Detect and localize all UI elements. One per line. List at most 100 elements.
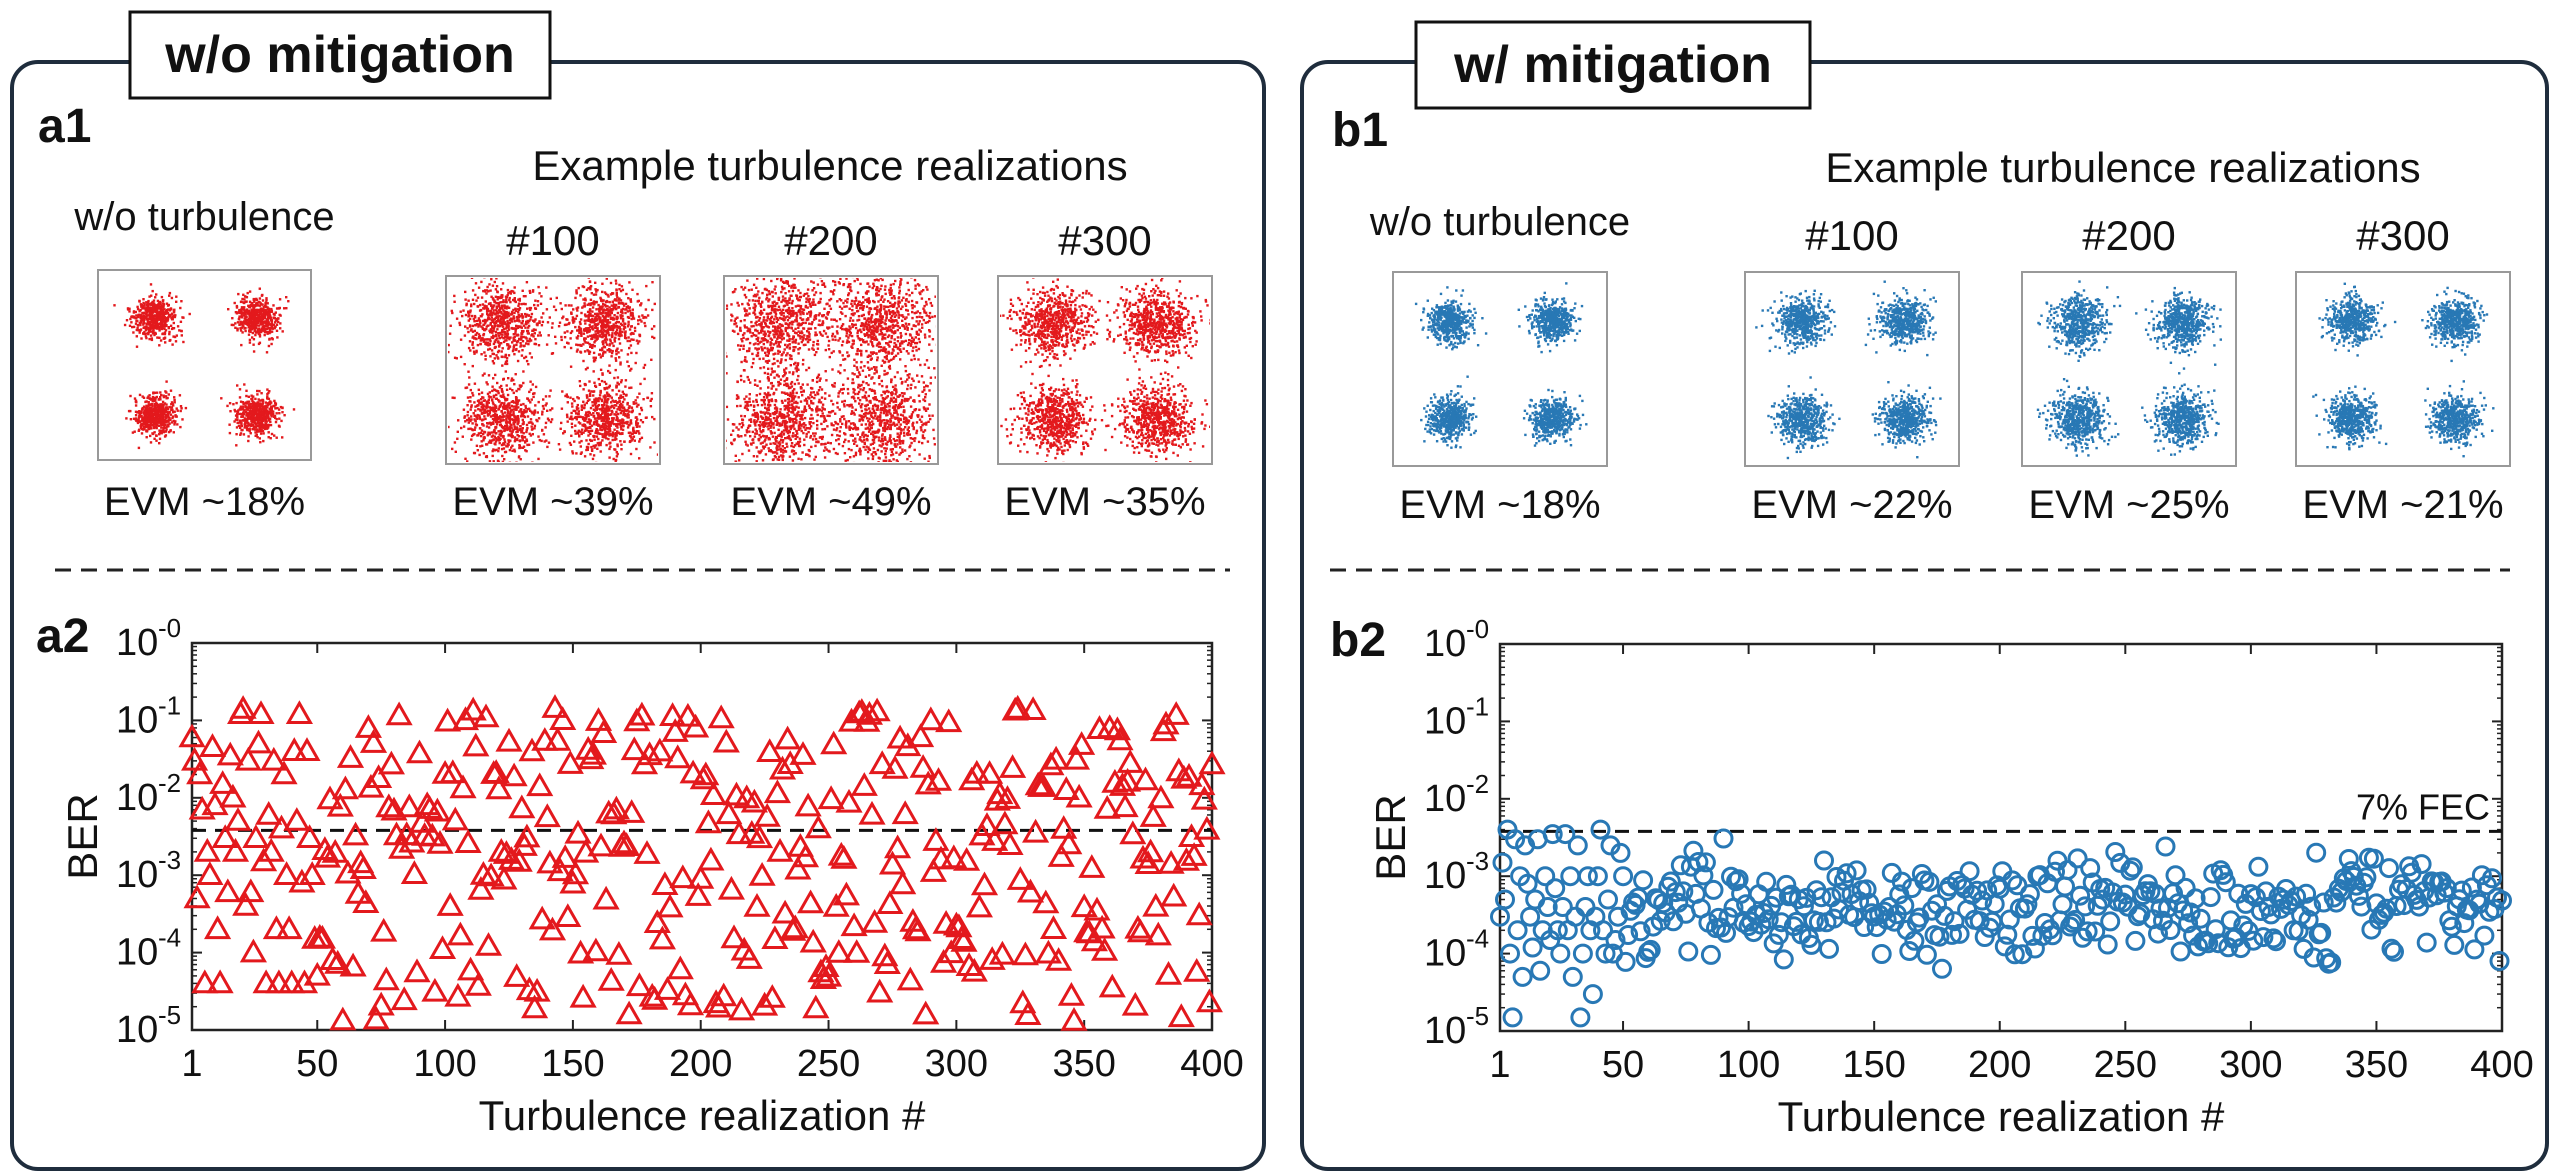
constellation-point	[520, 302, 523, 306]
constellation-point	[510, 435, 514, 439]
constellation-point	[261, 309, 264, 313]
constellation-point	[636, 418, 639, 421]
constellation-point	[589, 312, 592, 316]
constellation-point	[618, 325, 621, 329]
constellation-point	[495, 306, 498, 310]
constellation-point	[611, 335, 614, 338]
constellation-point	[583, 406, 586, 409]
constellation-point	[247, 417, 251, 420]
constellation-point	[507, 323, 510, 326]
constellation-point	[494, 330, 498, 334]
constellation-point	[533, 427, 536, 430]
constellation-point	[592, 408, 596, 411]
constellation-point	[498, 405, 502, 408]
constellation-point	[483, 405, 486, 408]
constellation-point	[497, 325, 501, 328]
constellation-point	[526, 415, 530, 418]
constellation-point	[167, 326, 170, 329]
constellation-point	[502, 313, 505, 316]
constellation-point	[166, 311, 170, 315]
constellation-point	[508, 290, 512, 294]
constellation-point	[534, 328, 537, 332]
constellation-point	[451, 396, 454, 399]
constellation-point	[637, 322, 640, 326]
constellation-point	[248, 322, 252, 325]
constellation-point	[582, 332, 586, 335]
constellation-point	[515, 324, 518, 328]
constellation-point	[563, 323, 567, 327]
constellation-point	[254, 321, 258, 324]
constellation-point	[144, 425, 148, 429]
constellation-point	[158, 329, 161, 332]
constellation-point	[547, 334, 550, 337]
constellation-point	[635, 430, 639, 433]
constellation-point	[262, 312, 266, 315]
constellation-point	[246, 420, 249, 423]
constellation-point	[585, 429, 588, 432]
constellation-point	[236, 384, 239, 387]
constellation-point	[145, 404, 148, 407]
constellation-point	[566, 330, 569, 333]
constellation-point	[628, 306, 631, 309]
constellation-point	[608, 426, 611, 429]
constellation-point	[585, 417, 588, 420]
constellation-point	[240, 316, 244, 319]
constellation-point	[245, 394, 248, 398]
constellation-point	[520, 322, 523, 325]
constellation-point	[896, 352, 900, 355]
constellation-point	[527, 399, 531, 402]
constellation-point	[501, 323, 504, 327]
constellation-point	[467, 427, 470, 431]
constellation-point	[606, 401, 609, 404]
constellation-point	[279, 314, 282, 317]
constellation-point	[525, 428, 528, 432]
constellation-point	[572, 409, 575, 412]
constellation-point	[494, 320, 498, 324]
constellation-point	[613, 428, 616, 431]
constellation-point	[646, 396, 649, 399]
constellation-point	[590, 445, 593, 449]
constellation-point	[510, 289, 513, 293]
constellation-point	[251, 421, 254, 424]
constellation-point	[522, 370, 525, 373]
constellation-point	[533, 320, 536, 323]
constellation-point	[139, 426, 143, 430]
constellation-point	[567, 304, 571, 307]
constellation-point	[244, 404, 247, 407]
constellation-point	[265, 327, 268, 331]
constellation-point	[618, 283, 621, 287]
constellation-point	[448, 350, 450, 354]
constellation-point	[498, 415, 502, 418]
constellation-point	[528, 319, 531, 323]
constellation-point	[591, 334, 594, 337]
constellation-point	[514, 309, 518, 313]
constellation-point	[138, 412, 141, 415]
constellation-point	[155, 293, 158, 296]
constellation-point	[476, 449, 479, 452]
constellation-point	[653, 302, 656, 306]
constellation-point	[512, 348, 515, 351]
constellation-point	[489, 415, 493, 418]
constellation-point	[597, 417, 601, 420]
constellation-point	[490, 422, 493, 425]
constellation-point	[518, 299, 521, 302]
constellation-point	[600, 299, 603, 302]
constellation-point	[179, 320, 183, 323]
constellation-point	[142, 396, 146, 399]
constellation-point	[616, 347, 619, 350]
constellation-point	[159, 391, 162, 394]
constellation-point	[151, 404, 154, 408]
constellation-point	[132, 331, 135, 334]
constellation-point	[515, 407, 518, 410]
constellation-point	[617, 305, 621, 309]
constellation-point	[940, 474, 942, 476]
constellation-point	[630, 317, 633, 321]
constellation-point	[620, 409, 624, 413]
constellation-point	[501, 325, 505, 328]
constellation-point	[270, 337, 274, 340]
constellation-point	[487, 309, 490, 313]
constellation-point	[154, 418, 158, 421]
constellation-point	[467, 417, 471, 420]
constellation-point	[489, 408, 492, 411]
constellation-point	[493, 321, 496, 325]
